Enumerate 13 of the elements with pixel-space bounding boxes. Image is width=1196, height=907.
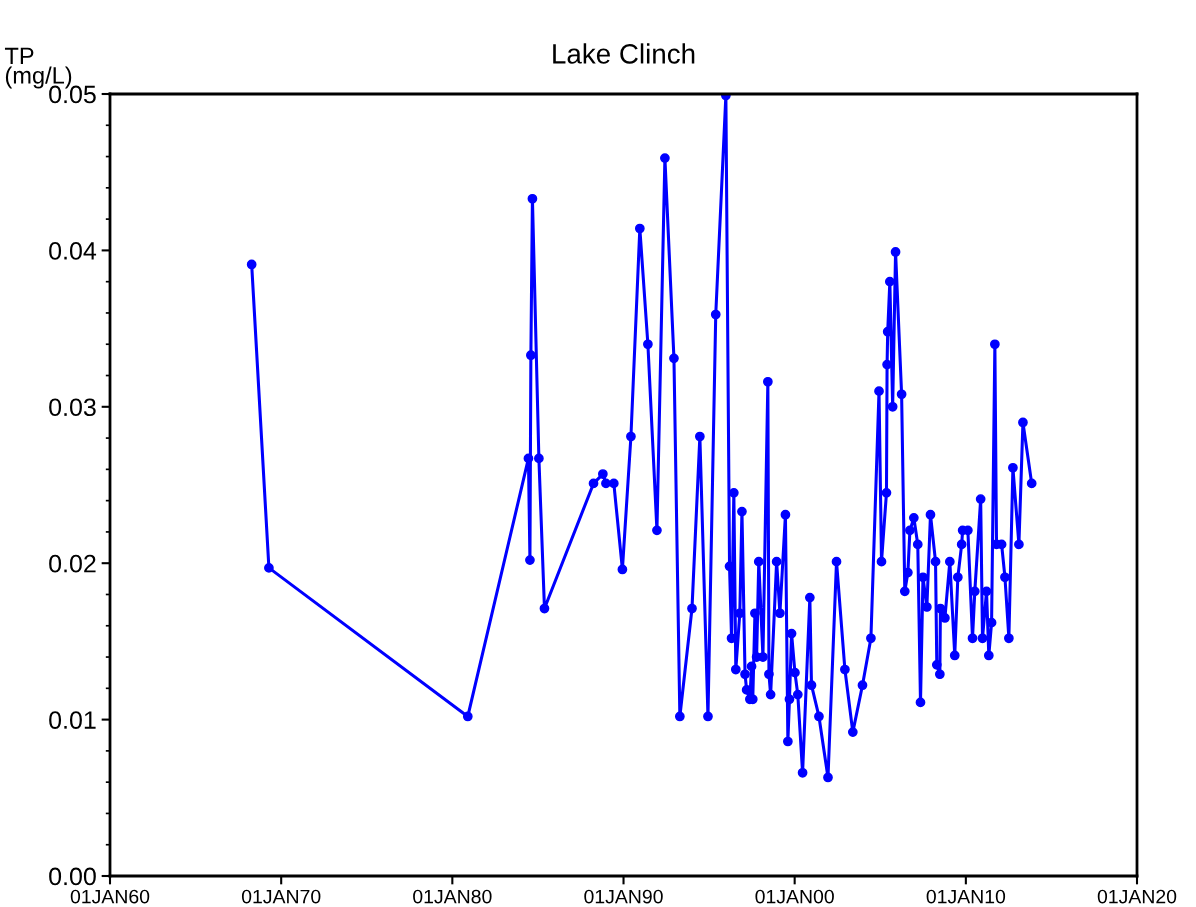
- x-tick-label: 01JAN90: [584, 889, 663, 904]
- x-tick-label: 01JAN10: [926, 889, 1006, 904]
- chart-title: Lake Clinch: [553, 43, 695, 64]
- y-tick-label: 0.00: [49, 867, 96, 886]
- y-tick-label: 0.01: [49, 711, 96, 729]
- y-tick-label: 0.04: [49, 242, 97, 260]
- x-tick-label: 01JAN20: [1097, 889, 1177, 904]
- x-tick-label: 01JAN70: [241, 889, 321, 904]
- y-tick-label: 0.03: [49, 398, 96, 417]
- x-tick-label: 01JAN60: [70, 889, 150, 904]
- x-tick-label: 01JAN00: [755, 889, 834, 904]
- y-tick-label: 0.02: [49, 554, 96, 573]
- x-tick-label: 01JAN80: [413, 889, 492, 904]
